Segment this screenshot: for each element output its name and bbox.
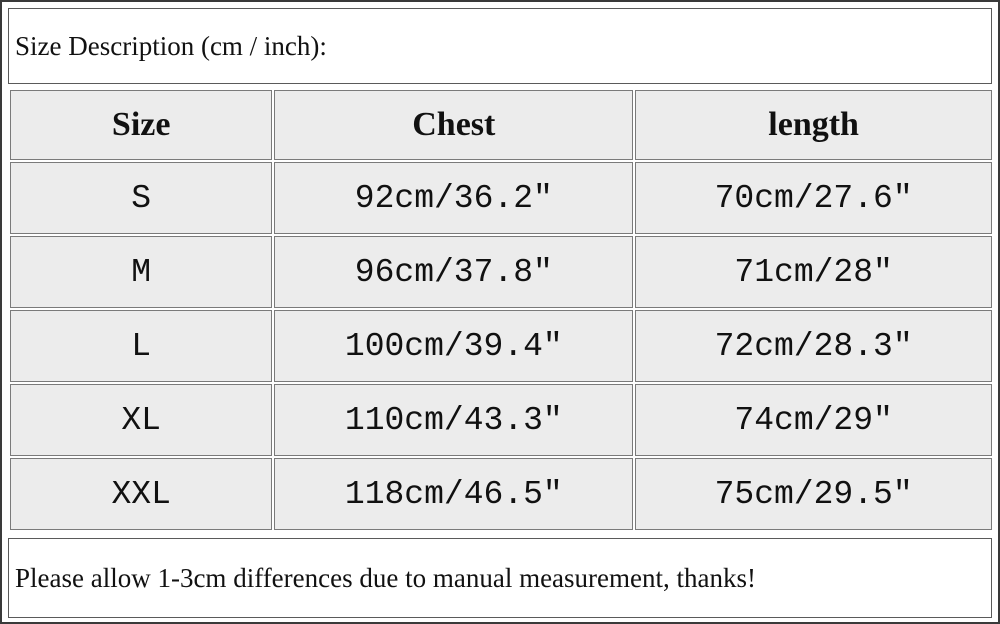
measurement-note: Please allow 1-3cm differences due to ma… xyxy=(8,538,992,618)
size-cell: L xyxy=(10,310,273,382)
size-cell: XXL xyxy=(10,458,273,530)
chest-cell: 100cm/39.4" xyxy=(274,310,634,382)
length-cell: 75cm/29.5" xyxy=(635,458,992,530)
header-length: length xyxy=(635,90,992,160)
chest-cell: 96cm/37.8" xyxy=(274,236,634,308)
length-cell: 70cm/27.6" xyxy=(635,162,992,234)
size-cell: XL xyxy=(10,384,273,456)
length-cell: 74cm/29" xyxy=(635,384,992,456)
table-row: M 96cm/37.8" 71cm/28" xyxy=(10,236,992,308)
chest-cell: 118cm/46.5" xyxy=(274,458,634,530)
size-description-title: Size Description (cm / inch): xyxy=(8,8,992,84)
header-chest: Chest xyxy=(274,90,634,160)
size-cell: S xyxy=(10,162,273,234)
table-row: XL 110cm/43.3" 74cm/29" xyxy=(10,384,992,456)
length-cell: 72cm/28.3" xyxy=(635,310,992,382)
size-cell: M xyxy=(10,236,273,308)
chest-cell: 110cm/43.3" xyxy=(274,384,634,456)
chest-cell: 92cm/36.2" xyxy=(274,162,634,234)
size-table: Size Chest length S 92cm/36.2" 70cm/27.6… xyxy=(8,88,994,532)
header-size: Size xyxy=(10,90,273,160)
table-row: XXL 118cm/46.5" 75cm/29.5" xyxy=(10,458,992,530)
table-row: S 92cm/36.2" 70cm/27.6" xyxy=(10,162,992,234)
length-cell: 71cm/28" xyxy=(635,236,992,308)
table-header-row: Size Chest length xyxy=(10,90,992,160)
table-row: L 100cm/39.4" 72cm/28.3" xyxy=(10,310,992,382)
